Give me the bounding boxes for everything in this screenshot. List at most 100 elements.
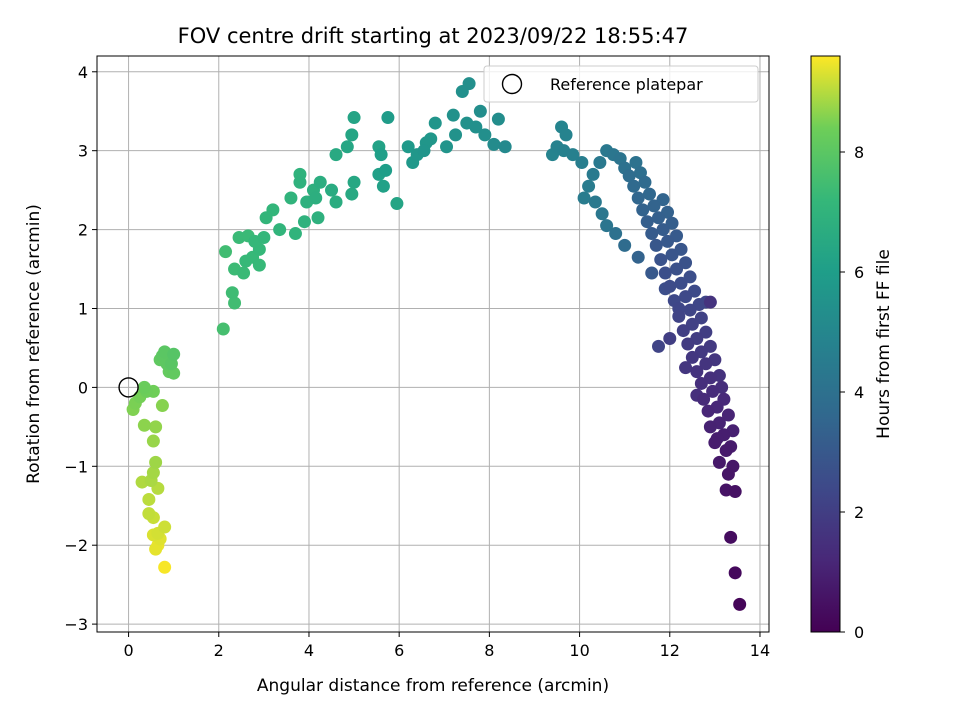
data-point (724, 530, 738, 544)
data-point (595, 207, 609, 221)
data-point (699, 357, 713, 371)
data-point (374, 148, 388, 162)
data-point (288, 227, 302, 241)
data-point (694, 376, 708, 390)
data-point (228, 296, 242, 310)
data-point (631, 191, 645, 205)
data-point (462, 77, 476, 91)
data-point (685, 317, 699, 331)
data-point (167, 347, 181, 361)
data-point (728, 566, 742, 580)
data-point (575, 156, 589, 170)
data-point (642, 187, 656, 201)
data-point (293, 175, 307, 189)
data-point (225, 286, 239, 300)
x-axis-ticks: 0 2 4 6 8 10 12 14 (123, 632, 770, 660)
data-point (473, 104, 487, 118)
data-point (663, 331, 677, 345)
x-tick-label: 0 (123, 641, 133, 660)
data-point (446, 108, 460, 122)
data-point (645, 266, 659, 280)
data-point (146, 466, 160, 480)
chart-title: FOV centre drift starting at 2023/09/22 … (178, 24, 689, 48)
data-point (158, 560, 172, 574)
y-tick-label: −1 (64, 457, 88, 476)
data-point (706, 384, 720, 398)
data-point (670, 262, 684, 276)
data-point (566, 148, 580, 162)
data-point (656, 193, 670, 207)
data-point (309, 191, 323, 205)
data-point (618, 238, 632, 252)
data-point (609, 227, 623, 241)
scatter-points (126, 77, 747, 611)
colorbar-ticks: 0 2 4 6 8 (840, 143, 864, 642)
data-point (559, 128, 573, 142)
data-point (491, 112, 505, 126)
data-point (219, 245, 233, 259)
data-point (237, 266, 251, 280)
colorbar-tick-label: 2 (854, 503, 864, 522)
data-point (155, 399, 169, 413)
data-point (345, 128, 359, 142)
data-point (311, 211, 325, 225)
data-point (390, 197, 404, 211)
data-point (297, 215, 311, 229)
data-point (440, 140, 454, 154)
data-point (679, 290, 693, 304)
data-point (665, 248, 679, 262)
data-point (149, 420, 163, 434)
colorbar-tick-label: 6 (854, 263, 864, 282)
x-tick-label: 8 (484, 641, 494, 660)
data-point (259, 211, 273, 225)
data-point (329, 148, 343, 162)
data-point (672, 309, 686, 323)
data-point (588, 195, 602, 209)
data-point (699, 325, 713, 339)
legend-marker-icon (501, 73, 523, 95)
data-point (679, 361, 693, 375)
data-point (137, 418, 151, 432)
data-point (137, 380, 151, 394)
x-tick-label: 6 (394, 641, 404, 660)
y-tick-label: −3 (64, 615, 88, 634)
data-point (216, 322, 230, 336)
data-point (252, 258, 266, 272)
data-point (347, 175, 361, 189)
data-point (593, 156, 607, 170)
data-point (647, 199, 661, 213)
data-point (708, 436, 722, 450)
data-point (313, 175, 327, 189)
data-point (449, 128, 463, 142)
data-point (703, 295, 717, 309)
data-point (728, 485, 742, 499)
data-point (674, 276, 688, 290)
x-tick-label: 4 (304, 641, 314, 660)
data-point (681, 337, 695, 351)
data-point (428, 116, 442, 130)
data-point (417, 144, 431, 158)
data-point (640, 215, 654, 229)
data-point (697, 392, 711, 406)
data-point (645, 227, 659, 241)
data-point (498, 140, 512, 154)
data-point (638, 175, 652, 189)
data-point (661, 234, 675, 248)
data-point (683, 303, 697, 317)
data-point (376, 179, 390, 193)
data-point (679, 256, 693, 270)
data-point (149, 455, 163, 469)
colorbar-tick-label: 8 (854, 143, 864, 162)
data-point (582, 179, 596, 193)
data-point (703, 420, 717, 434)
data-point (701, 404, 715, 418)
data-point (658, 266, 672, 280)
x-tick-label: 12 (660, 641, 680, 660)
data-point (629, 156, 643, 170)
data-point (649, 238, 663, 252)
y-tick-label: 1 (78, 299, 88, 318)
data-point (721, 467, 735, 481)
data-point (676, 324, 690, 338)
data-point (340, 140, 354, 154)
